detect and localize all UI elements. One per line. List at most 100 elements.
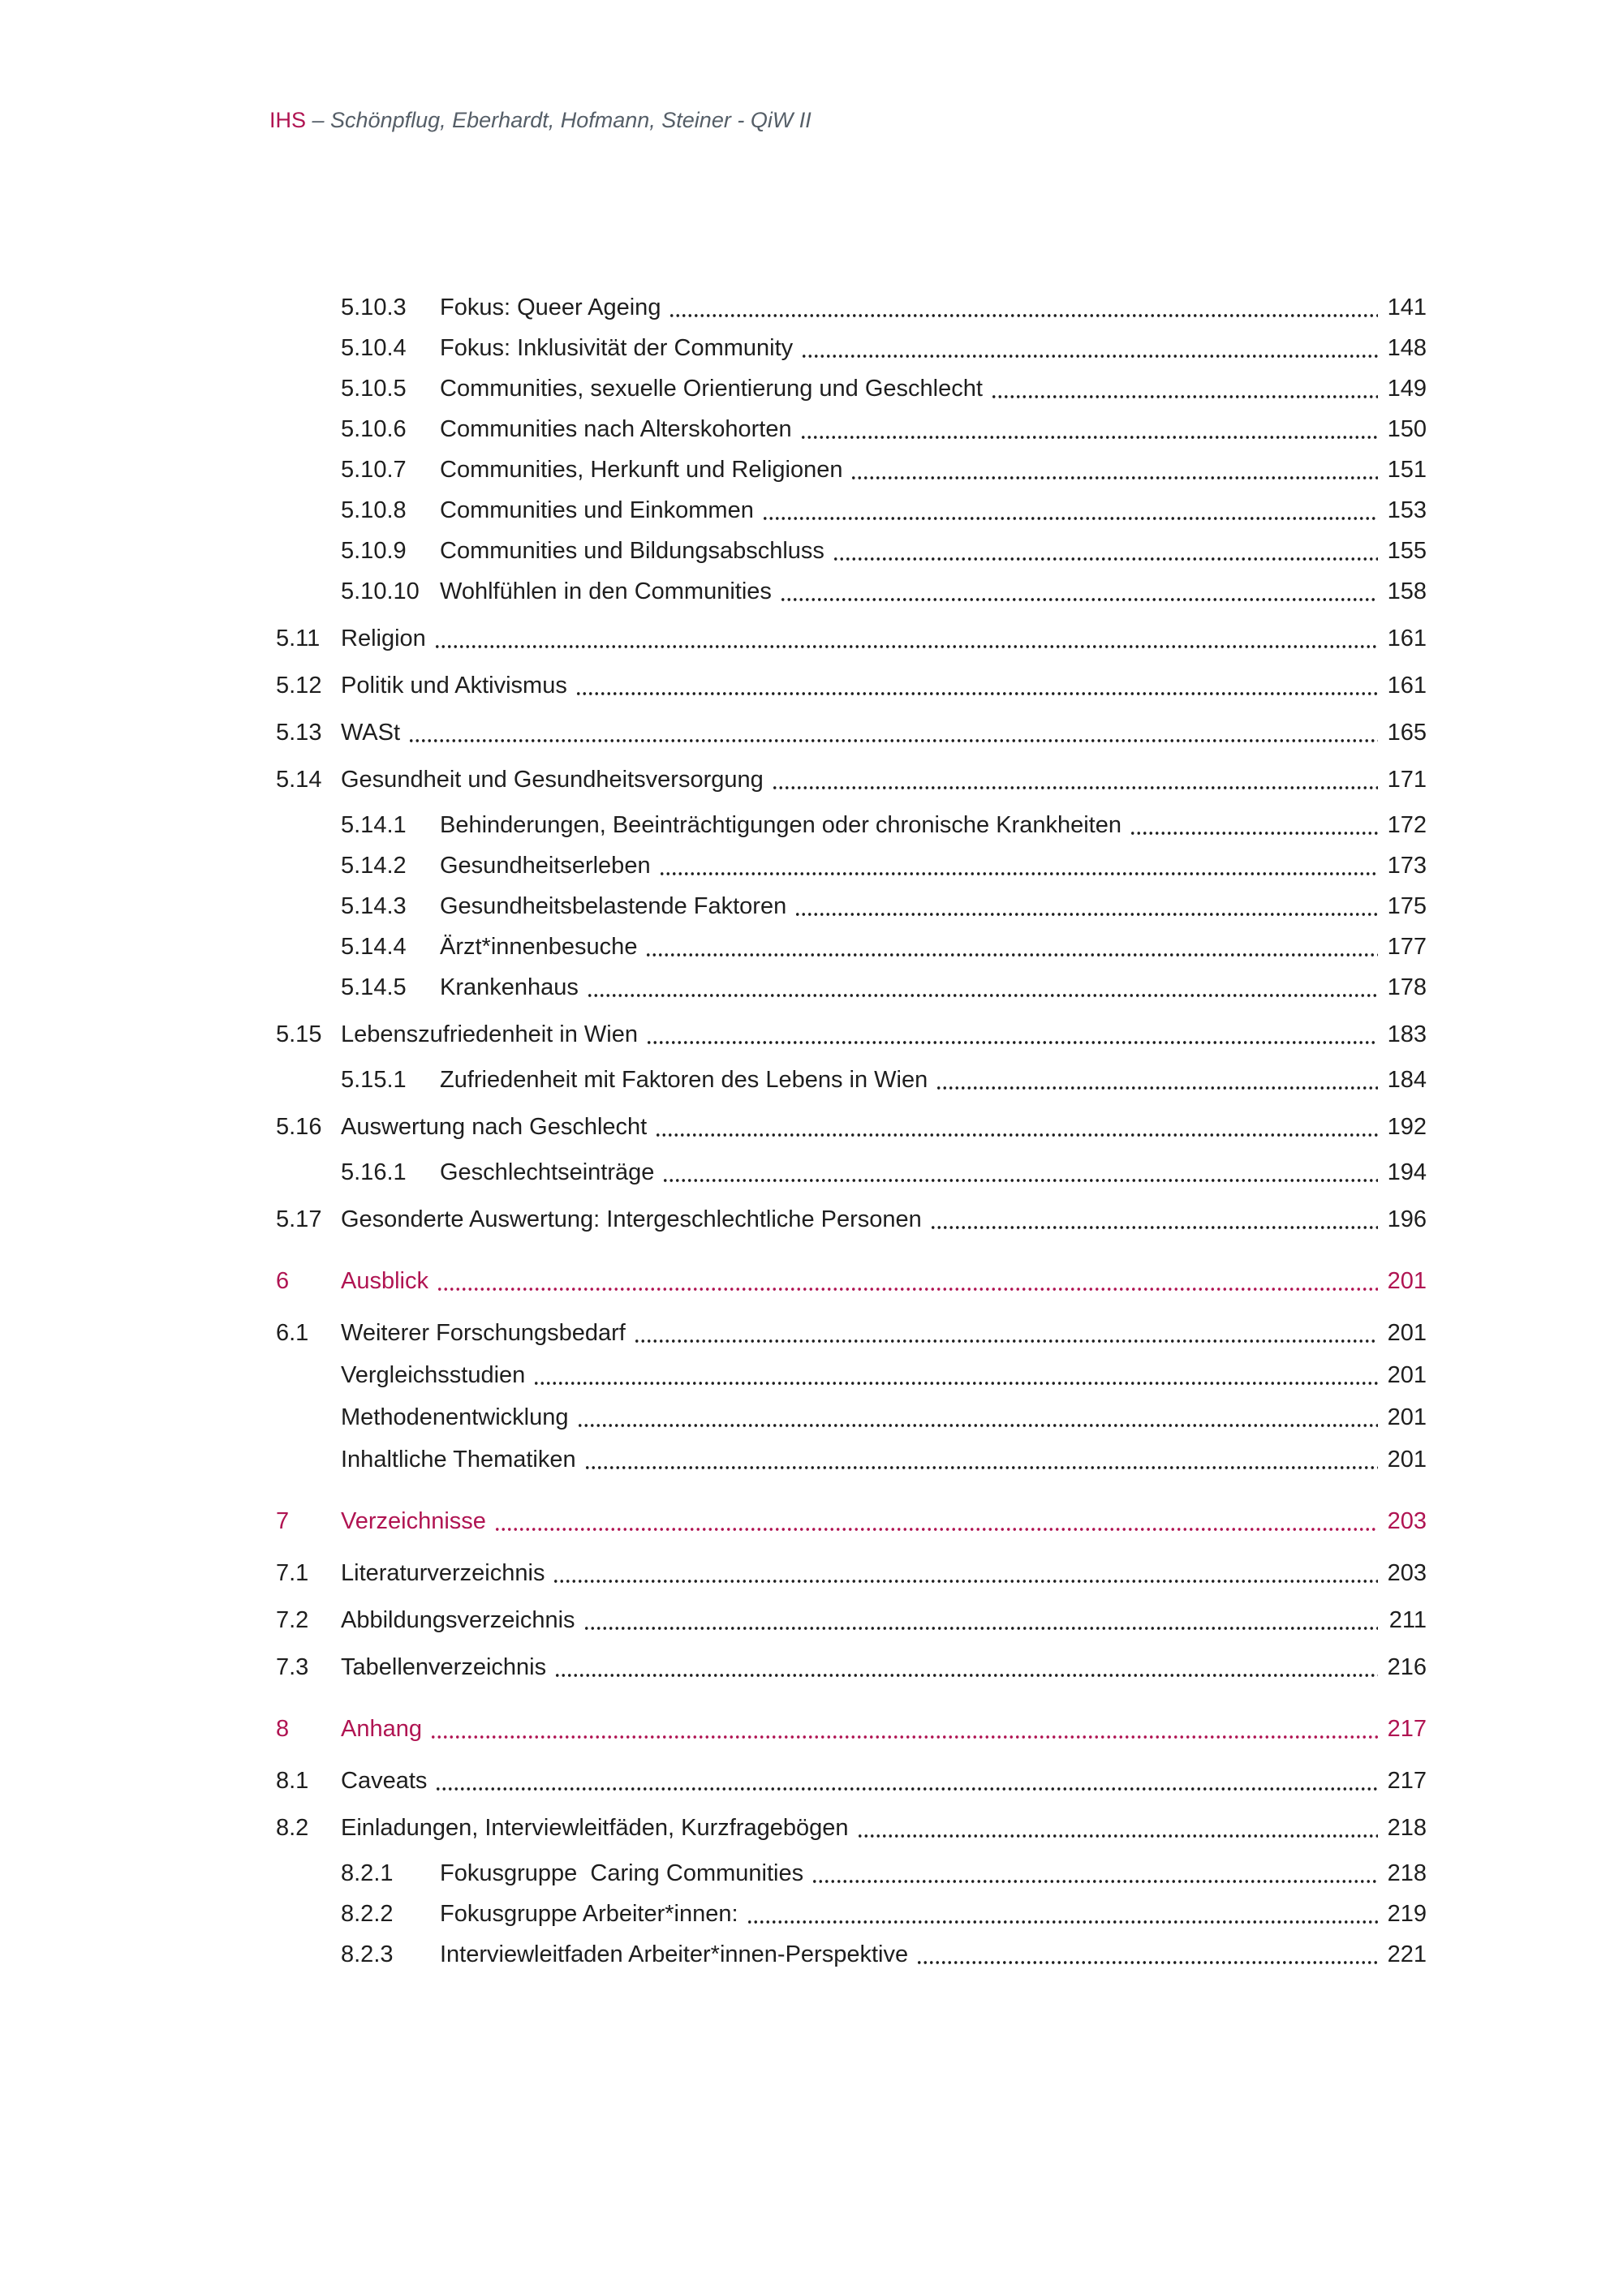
toc-entry-title: Gesonderte Auswertung: Intergeschlechtli… [341, 1206, 922, 1232]
toc-entry[interactable]: 5.14.2 Gesundheitserleben 173 [276, 850, 1427, 881]
toc-entry[interactable]: 7.2 Abbildungsverzeichnis 211 [276, 1605, 1427, 1636]
toc-entry[interactable]: 5.10.9 Communities und Bildungsabschluss… [276, 535, 1427, 566]
dot-leader [586, 972, 1378, 1003]
toc-entry[interactable]: 5.10.7 Communities, Herkunft und Religio… [276, 454, 1427, 485]
dot-leader [493, 1506, 1378, 1537]
toc-entry-title: Auswertung nach Geschlecht [341, 1114, 648, 1140]
toc-entry-page: 196 [1387, 1206, 1427, 1232]
toc-entry-page: 218 [1387, 1860, 1427, 1886]
dot-leader [437, 1266, 1378, 1296]
toc-entry-page: 201 [1387, 1404, 1427, 1430]
dot-leader [576, 1402, 1378, 1433]
toc-entry-title: WASt [341, 720, 401, 746]
toc-entry[interactable]: Vergleichsstudien 201 [276, 1360, 1427, 1391]
toc-entry-number: 7.3 [276, 1654, 309, 1680]
toc-entry-title: Zufriedenheit mit Faktoren des Lebens in… [440, 1067, 928, 1093]
toc-entry[interactable]: 8 Anhang 217 [276, 1713, 1427, 1744]
toc-entry[interactable]: 5.17 Gesonderte Auswertung: Intergeschle… [276, 1204, 1427, 1235]
dot-leader [645, 1019, 1378, 1050]
toc-entry-number: 5.10.9 [341, 538, 407, 564]
toc-entry-number: 5.13 [276, 720, 322, 746]
toc-entry[interactable]: 5.16 Auswertung nach Geschlecht 192 [276, 1111, 1427, 1142]
toc-entry-title: Fokus: Inklusivität der Community [440, 335, 794, 361]
toc-entry[interactable]: 5.14.3 Gesundheitsbelastende Faktoren 17… [276, 891, 1427, 922]
dot-leader [408, 717, 1378, 748]
dot-leader [533, 1360, 1378, 1391]
toc-entry-title: Tabellenverzeichnis [341, 1654, 547, 1680]
toc-entry-title: Communities, sexuelle Orientierung und G… [440, 376, 983, 402]
toc-entry-title: Methodenentwicklung [341, 1404, 569, 1430]
toc-entry-title: Communities und Bildungsabschluss [440, 538, 824, 564]
toc-entry[interactable]: 7.3 Tabellenverzeichnis 216 [276, 1652, 1427, 1683]
dot-leader [669, 292, 1378, 323]
toc-entry[interactable]: 5.10.3 Fokus: Queer Ageing 141 [276, 292, 1427, 323]
toc-entry-page: 183 [1387, 1021, 1427, 1047]
dot-leader [801, 333, 1378, 363]
dot-leader [929, 1204, 1378, 1235]
toc-entry-page: 175 [1387, 893, 1427, 919]
dot-leader [779, 576, 1378, 607]
toc-entry-page: 201 [1387, 1268, 1427, 1294]
toc-entry[interactable]: 5.13 WASt 165 [276, 717, 1427, 748]
toc-entry-page: 141 [1387, 295, 1427, 320]
toc-entry-page: 161 [1387, 673, 1427, 699]
dot-leader [850, 454, 1378, 485]
dot-leader [799, 414, 1378, 445]
toc-entry[interactable]: 5.10.5 Communities, sexuelle Orientierun… [276, 373, 1427, 404]
toc-entry[interactable]: Inhaltliche Thematiken 201 [276, 1444, 1427, 1475]
toc-entry[interactable]: 8.2 Einladungen, Interviewleitfäden, Kur… [276, 1812, 1427, 1843]
toc-entry-title: Weiterer Forschungsbedarf [341, 1320, 626, 1346]
toc-entry-page: 153 [1387, 497, 1427, 523]
toc-entry-title: Religion [341, 626, 426, 651]
toc-entry-page: 158 [1387, 578, 1427, 604]
toc-entry[interactable]: 5.10.8 Communities und Einkommen 153 [276, 495, 1427, 526]
toc-entry[interactable]: 6.1 Weiterer Forschungsbedarf 201 [276, 1318, 1427, 1348]
toc-entry[interactable]: 5.10.10 Wohlfühlen in den Communities 15… [276, 576, 1427, 607]
toc-entry-number: 8.2.2 [341, 1901, 394, 1927]
toc-entry[interactable]: 7.1 Literaturverzeichnis 203 [276, 1558, 1427, 1589]
toc-entry[interactable]: 5.11 Religion 161 [276, 623, 1427, 654]
dot-leader [812, 1858, 1378, 1889]
toc-entry-page: 217 [1387, 1768, 1427, 1794]
toc-entry[interactable]: 5.12 Politik und Aktivismus 161 [276, 670, 1427, 701]
toc-entry-number: 8.2.3 [341, 1941, 394, 1967]
toc-entry-number: 5.10.8 [341, 497, 407, 523]
toc-entry-number: 5.14.1 [341, 812, 407, 838]
toc-entry-title: Caveats [341, 1768, 428, 1794]
toc-entry-number: 5.12 [276, 673, 322, 699]
toc-entry-title: Gesundheitsbelastende Faktoren [440, 893, 787, 919]
toc-entry-title: Communities, Herkunft und Religionen [440, 457, 843, 483]
toc-entry-title: Fokusgruppe Arbeiter*innen: [440, 1901, 738, 1927]
toc-entry-page: 192 [1387, 1114, 1427, 1140]
toc-entry[interactable]: Methodenentwicklung 201 [276, 1402, 1427, 1433]
toc-entry[interactable]: 8.2.1 Fokusgruppe Caring Communities 218 [276, 1858, 1427, 1889]
toc-entry[interactable]: 5.15.1 Zufriedenheit mit Faktoren des Le… [276, 1064, 1427, 1095]
toc-entry-title: Einladungen, Interviewleitfäden, Kurzfra… [341, 1815, 849, 1841]
toc-entry-page: 201 [1387, 1362, 1427, 1388]
toc-entry-number: 5.14.5 [341, 974, 407, 1000]
toc-entry[interactable]: 8.2.2 Fokusgruppe Arbeiter*innen: 219 [276, 1898, 1427, 1929]
toc-entry-title: Gesundheitserleben [440, 853, 651, 879]
toc-entry[interactable]: 6 Ausblick 201 [276, 1266, 1427, 1296]
toc-entry[interactable]: 5.14 Gesundheit und Gesundheitsversorgun… [276, 764, 1427, 795]
toc-entry[interactable]: 5.15 Lebenszufriedenheit in Wien 183 [276, 1019, 1427, 1050]
toc-entry[interactable]: 5.10.6 Communities nach Alterskohorten 1… [276, 414, 1427, 445]
toc-entry-number: 8.2 [276, 1815, 309, 1841]
toc-entry[interactable]: 5.10.4 Fokus: Inklusivität der Community… [276, 333, 1427, 363]
toc-entry[interactable]: 5.14.1 Behinderungen, Beeinträchtigungen… [276, 810, 1427, 841]
toc-entry-title: Lebenszufriedenheit in Wien [341, 1021, 638, 1047]
toc-entry[interactable]: 5.14.5 Krankenhaus 178 [276, 972, 1427, 1003]
toc-entry[interactable]: 7 Verzeichnisse 203 [276, 1506, 1427, 1537]
toc-entry[interactable]: 8.2.3 Interviewleitfaden Arbeiter*innen-… [276, 1939, 1427, 1970]
toc-entry-number: 6.1 [276, 1320, 309, 1346]
dot-leader [990, 373, 1378, 404]
toc-entry[interactable]: 8.1 Caveats 217 [276, 1765, 1427, 1796]
toc-entry-number: 5.14 [276, 767, 322, 793]
table-of-contents: 5.10.3 Fokus: Queer Ageing 141 5.10.4 Fo… [276, 292, 1427, 1970]
toc-entry[interactable]: 5.14.4 Ärzt*innenbesuche 177 [276, 931, 1427, 962]
toc-entry[interactable]: 5.16.1 Geschlechtseinträge 194 [276, 1157, 1427, 1188]
toc-entry-number: 5.10.3 [341, 295, 407, 320]
toc-entry-title: Anhang [341, 1716, 422, 1742]
toc-entry-title: Communities nach Alterskohorten [440, 416, 792, 442]
